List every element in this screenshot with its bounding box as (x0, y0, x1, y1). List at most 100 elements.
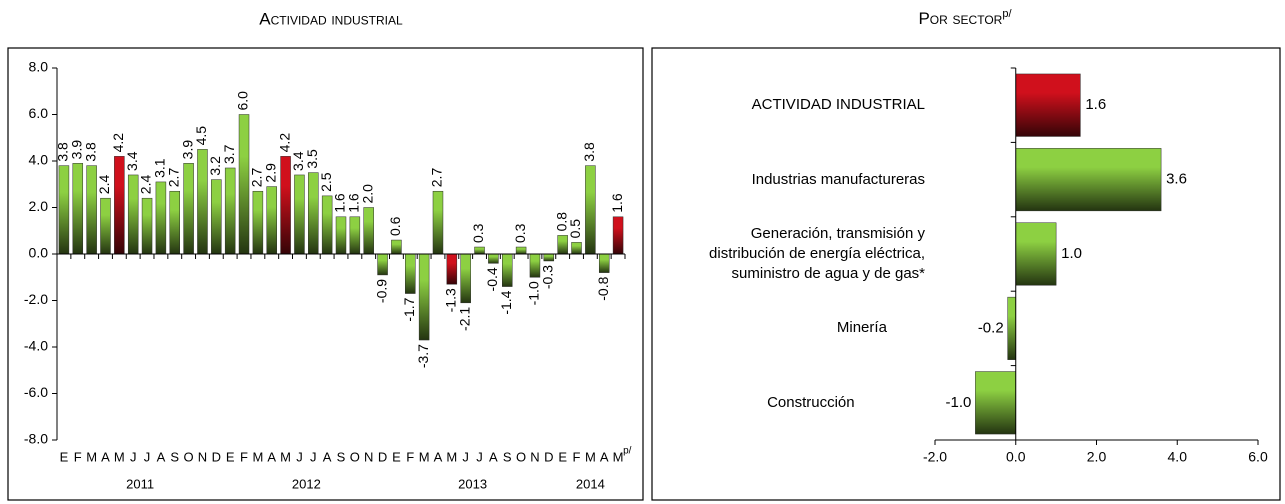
value-label: -0.2 (978, 319, 1004, 336)
value-label: 0.3 (470, 223, 486, 243)
value-label: 1.6 (346, 193, 362, 213)
bar-shade (169, 191, 180, 254)
x-tick-label: O (184, 449, 194, 464)
value-label: 2.7 (165, 168, 181, 188)
year-label: 2013 (458, 476, 487, 491)
bar-shade (1015, 73, 1081, 137)
bar-shade (377, 254, 388, 275)
value-label: 3.9 (179, 140, 195, 160)
category-label-box: Generación, transmisión y distribución d… (709, 225, 925, 282)
x-tick-label: E (226, 449, 235, 464)
y-tick-label: 0.0 (29, 245, 49, 261)
x-tick-label: A (323, 449, 332, 464)
chart-title-text: Por sector (918, 9, 1002, 28)
category-label: Minería (836, 319, 887, 337)
category-label-box: Minería (836, 319, 887, 337)
x-tick-label: M (446, 449, 457, 464)
bar-shade (155, 181, 166, 254)
y-tick-label: -6.0 (24, 384, 48, 400)
value-label: 2.9 (262, 163, 278, 183)
x-tick-label: F (406, 449, 414, 464)
bar-shade (225, 167, 236, 254)
x-tick-label: 0.0 (1006, 449, 1026, 465)
value-label: 1.6 (609, 193, 625, 213)
x-tick-label: E (392, 449, 401, 464)
value-label: 2.5 (318, 172, 334, 192)
bar-shade (114, 156, 125, 254)
x-tick-label: D (544, 449, 553, 464)
x-tick-label: N (530, 449, 539, 464)
x-tick-label: O (516, 449, 526, 464)
bar-shade (599, 254, 610, 273)
bar-shade (516, 247, 527, 254)
bar-shade (1015, 222, 1057, 286)
y-tick-label: 4.0 (29, 152, 49, 168)
bar-shade (446, 254, 457, 285)
bar-shade (58, 165, 69, 254)
x-tick-label: F (573, 449, 581, 464)
x-tick-label: S (170, 449, 179, 464)
value-label: 3.4 (124, 151, 140, 171)
value-label: -1.0 (526, 281, 542, 305)
right-panel (651, 47, 1281, 501)
bar-shade (128, 174, 139, 254)
x-tick-label: 4.0 (1168, 449, 1188, 465)
category-label: Industrias manufactureras (751, 170, 925, 188)
value-label: -0.4 (484, 267, 500, 291)
x-tick-label: A (101, 449, 110, 464)
bar-shade (72, 163, 83, 254)
value-label: 3.8 (581, 142, 597, 162)
bar-shade (322, 195, 333, 254)
y-tick-label: 8.0 (29, 59, 49, 75)
x-tick-label: F (74, 449, 82, 464)
x-tick-label: N (198, 449, 207, 464)
x-tick-label: M (114, 449, 125, 464)
x-tick-label: M (252, 449, 263, 464)
x-tick-label: M (585, 449, 596, 464)
value-label: -3.7 (415, 344, 431, 368)
x-tick-label: J (462, 449, 469, 464)
y-tick-label: 6.0 (29, 105, 49, 121)
bar-shade (280, 156, 291, 254)
chart-title-note: p/ (1002, 8, 1012, 20)
value-label: -0.8 (595, 276, 611, 300)
x-tick-label: F (240, 449, 248, 464)
value-label: 4.2 (276, 133, 292, 153)
bar-shade (336, 216, 346, 254)
x-tick-label: A (489, 449, 498, 464)
year-label: 2012 (292, 476, 321, 491)
y-tick-label: -4.0 (24, 338, 48, 354)
value-label: 2.4 (138, 175, 154, 195)
value-label: 1.6 (1085, 96, 1106, 113)
category-label: ACTIVIDAD INDUSTRIAL (751, 96, 925, 114)
bar-shade (266, 186, 277, 254)
bar-shade (308, 172, 319, 254)
x-tick-label: A (157, 449, 166, 464)
value-label: 0.8 (553, 212, 569, 232)
value-label: 1.0 (1061, 245, 1082, 262)
value-label: -1.0 (946, 394, 972, 411)
value-label: 3.8 (82, 142, 98, 162)
x-tick-label: E (558, 449, 567, 464)
value-label: 3.4 (290, 151, 306, 171)
x-tick-label: J (144, 449, 151, 464)
bar-shade (557, 235, 568, 254)
x-tick-label: A (267, 449, 276, 464)
value-label: 4.5 (193, 126, 209, 146)
x-tick-label: O (350, 449, 360, 464)
left-panel (7, 47, 644, 501)
year-label: 2011 (126, 476, 154, 491)
y-tick-label: -8.0 (24, 431, 48, 447)
bar-shade (474, 247, 485, 254)
bar-shade (183, 163, 194, 254)
x-tick-label: M (419, 449, 430, 464)
chart-title: Por sectorp/ (918, 8, 1012, 29)
category-label-box: Industrias manufactureras (751, 170, 925, 188)
value-label: -1.4 (498, 290, 514, 314)
bar-shade (460, 254, 471, 303)
x-tick-label: M (86, 449, 97, 464)
bar-shade (543, 254, 554, 261)
value-label: 0.5 (567, 219, 583, 239)
year-label: 2014 (576, 476, 605, 491)
